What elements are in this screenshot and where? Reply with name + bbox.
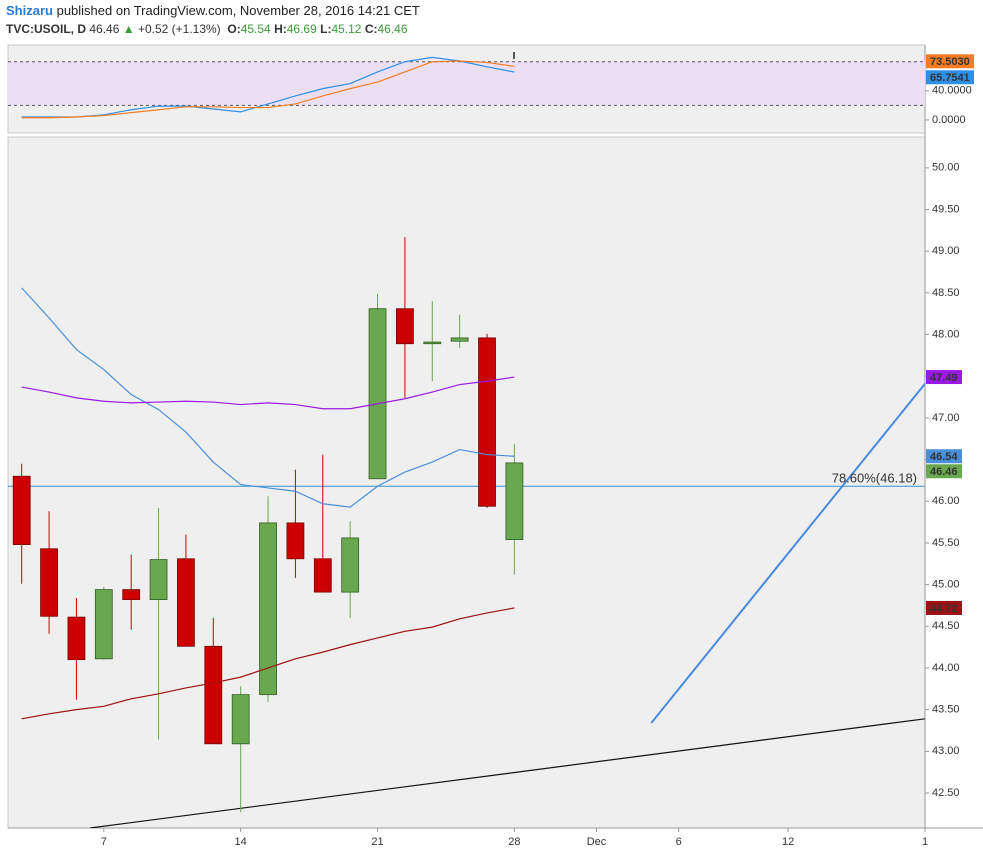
- last-price: 46.46: [89, 22, 119, 36]
- y-tick-label: 49.50: [932, 203, 960, 215]
- level-label: 78.60%(46.18): [832, 471, 917, 486]
- ohlc-value: 45.12: [331, 22, 361, 36]
- band: [8, 61, 925, 106]
- last-value-label: 44.72: [930, 603, 958, 615]
- candle-body: [12, 475, 31, 545]
- x-tick-label: 14: [235, 836, 247, 848]
- change-arrow: ▲: [123, 22, 135, 36]
- ohlc-label: C:: [365, 22, 378, 36]
- ohlc-value: 46.69: [287, 22, 317, 36]
- last-value-label-box: [926, 600, 962, 615]
- last-value-label: 73.5030: [930, 56, 970, 68]
- last-value-label-box: [926, 70, 974, 85]
- stoch-line: [21, 56, 515, 118]
- price-pane: [7, 136, 926, 829]
- candle-body: [313, 558, 332, 593]
- y-tick-label: 40.0000: [932, 85, 972, 97]
- ohlc-label: L:: [320, 22, 331, 36]
- change: +0.52 (+1.13%): [138, 22, 221, 36]
- y-tick-label: 43.00: [932, 745, 960, 757]
- moving-average: [21, 376, 515, 410]
- ohlc-value: 45.54: [241, 22, 271, 36]
- candle-body: [67, 616, 86, 661]
- x-tick-label: 28: [508, 836, 520, 848]
- moving-average: [21, 287, 515, 508]
- last-value-label-box: [926, 54, 974, 69]
- last-value-label: 47.49: [930, 372, 958, 384]
- plot-area: [8, 237, 925, 828]
- stoch-line: [21, 60, 515, 119]
- author: Shizaru: [6, 3, 53, 18]
- candle-body: [177, 558, 195, 647]
- candle-body: [231, 694, 250, 745]
- ohlc-label: O:: [227, 22, 240, 36]
- y-tick-label: 50.00: [932, 162, 960, 174]
- y-tick-label: 44.00: [932, 662, 960, 674]
- y-tick-label: 43.50: [932, 704, 960, 716]
- symbol: TVC:USOIL, D: [6, 22, 86, 36]
- last-value-label: 65.7541: [930, 72, 970, 84]
- x-tick-label: 7: [101, 836, 107, 848]
- x-tick-label: 1: [922, 836, 928, 848]
- x-tick-label: Dec: [587, 836, 607, 848]
- candle-body: [396, 308, 414, 345]
- ohlc-value: 46.46: [378, 22, 408, 36]
- y-tick-label: 47.00: [932, 412, 960, 424]
- y-tick-label: 42.50: [932, 787, 960, 799]
- candle-body: [505, 462, 524, 540]
- y-tick-label: 49.00: [932, 245, 960, 257]
- x-tick-label: 6: [676, 836, 682, 848]
- candle-body: [122, 589, 141, 601]
- y-tick-label: 46.00: [932, 495, 960, 507]
- y-tick-label: 0.0000: [932, 114, 966, 126]
- last-value-label: 46.54: [930, 451, 958, 463]
- candle-body: [450, 337, 469, 342]
- y-tick-label: 44.50: [932, 620, 960, 632]
- candle-body: [368, 308, 387, 480]
- candle-body: [423, 341, 442, 345]
- trend-line: [90, 718, 925, 828]
- candle-body: [149, 559, 168, 601]
- x-tick-label: 21: [371, 836, 383, 848]
- last-value-label: 46.46: [930, 466, 958, 478]
- moving-average: [21, 607, 515, 720]
- candle-body: [286, 522, 305, 560]
- y-tick-label: 45.50: [932, 537, 960, 549]
- symbol-line: TVC:USOIL, D 46.46 ▲ +0.52 (+1.13%) O:45…: [6, 22, 408, 36]
- y-tick-label: 48.50: [932, 287, 960, 299]
- y-tick-label: 45.00: [932, 579, 960, 591]
- header-line: Shizaru published on TradingView.com, No…: [6, 3, 420, 18]
- y-tick-label: 48.00: [932, 328, 960, 340]
- last-value-label-box: [926, 449, 962, 464]
- ohlc-label: H:: [274, 22, 287, 36]
- candle-body: [40, 548, 58, 617]
- candle-body: [204, 645, 223, 745]
- last-value-label-box: [926, 464, 962, 479]
- candle-body: [341, 537, 360, 593]
- x-tick-label: 12: [782, 836, 794, 848]
- candle-body: [259, 522, 277, 696]
- trend-line: [650, 383, 925, 724]
- plot-area: [8, 56, 925, 119]
- candle-body: [94, 589, 113, 660]
- candle-body: [478, 337, 496, 507]
- published: published on TradingView.com, November 2…: [57, 3, 420, 18]
- last-value-label-box: [926, 370, 962, 385]
